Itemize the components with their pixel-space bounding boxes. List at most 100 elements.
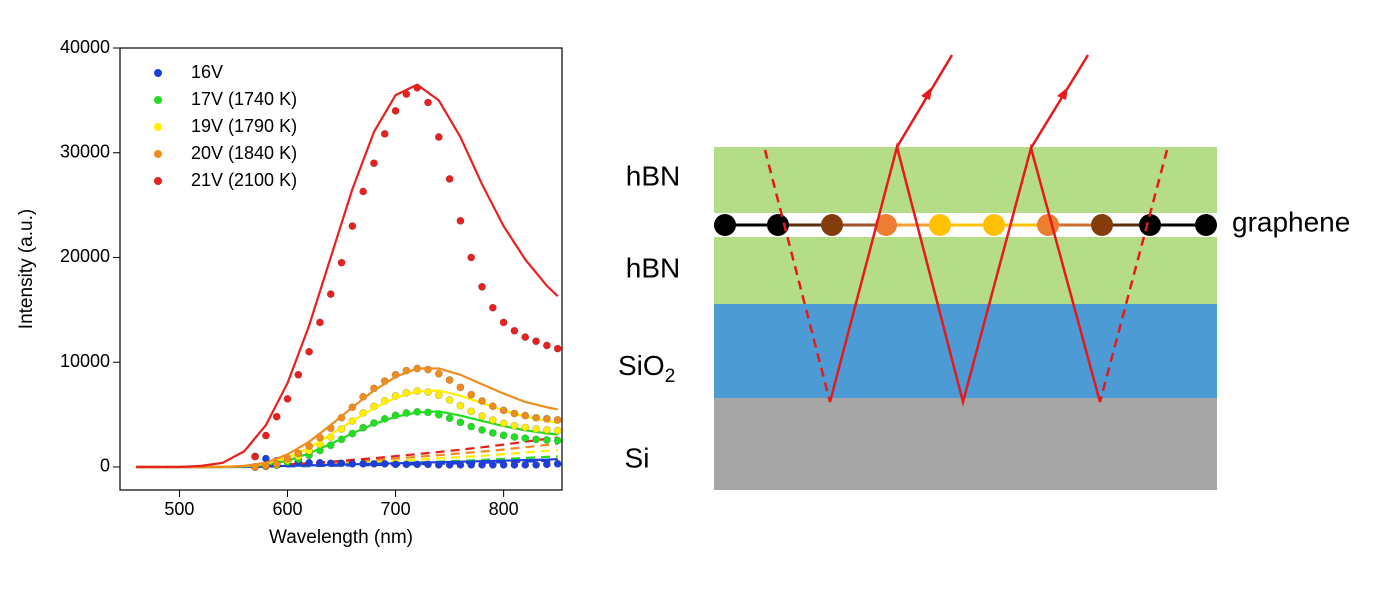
data-point: [521, 460, 530, 469]
layer-label: Si: [625, 442, 650, 473]
plot-frame: [119, 47, 563, 491]
legend-label: 21V (2100 K): [191, 170, 297, 190]
data-point: [521, 411, 530, 420]
sio2-layer: [714, 304, 1217, 398]
data-point: [521, 423, 530, 432]
legend-marker: [154, 69, 162, 77]
data-point: [467, 390, 476, 399]
data-point: [499, 318, 508, 327]
graphene-dots: [714, 214, 1217, 236]
data-point: [272, 459, 281, 468]
arrowhead: [1057, 87, 1068, 100]
data-point: [510, 326, 519, 335]
y-axis-label: Intensity (a.u.): [16, 209, 37, 329]
y-tick-label: 30000: [60, 141, 110, 161]
data-point: [488, 303, 497, 312]
data-point: [380, 129, 389, 138]
layer-label: hBN: [626, 252, 680, 283]
legend-marker: [154, 177, 162, 185]
legend-marker: [154, 123, 162, 131]
legend-label: 20V (1840 K): [191, 143, 297, 163]
data-point: [542, 436, 551, 444]
arrowhead: [921, 87, 932, 100]
reference-line: [136, 436, 558, 469]
data-point: [283, 394, 292, 403]
data-point: [542, 425, 551, 434]
data-point: [434, 133, 443, 141]
x-tick-label: 500: [164, 499, 194, 519]
data-point: [294, 370, 303, 379]
data-point: [456, 401, 465, 410]
data-point: [542, 460, 551, 469]
data-point: [251, 452, 259, 461]
data-point: [272, 412, 281, 421]
data-point: [499, 460, 508, 469]
data-point: [348, 222, 357, 230]
layer-label: hBN: [626, 160, 680, 191]
data-point: [305, 347, 314, 356]
data-point: [478, 397, 486, 405]
data-point: [499, 419, 508, 428]
data-point: [434, 391, 443, 400]
data-point: [445, 175, 454, 183]
data-point: [445, 396, 454, 404]
data-point: [532, 337, 540, 346]
x-tick-label: 600: [272, 499, 302, 519]
data-point: [499, 431, 508, 440]
data-point: [337, 258, 346, 267]
data-point: [478, 426, 486, 434]
light-rays: [763, 54, 1169, 407]
data-point: [456, 383, 465, 392]
data-point: [391, 106, 400, 115]
data-point: [402, 460, 411, 469]
data-point: [294, 449, 303, 458]
data-point: [532, 425, 540, 433]
fit-line: [136, 83, 559, 469]
data-point: [467, 422, 476, 431]
diagram: hBN hBN SiO2 Si graphene: [618, 54, 1350, 490]
data-point: [467, 253, 476, 262]
x-axis-label: Wavelength (nm): [269, 527, 413, 548]
data-point: [510, 409, 519, 418]
data-point: [326, 290, 335, 299]
data-point: [542, 414, 551, 423]
data-point: [488, 402, 497, 411]
data-point: [553, 415, 562, 424]
legend-label: 16V: [191, 62, 223, 82]
y-tick-label: 20000: [60, 246, 110, 266]
data-point: [510, 433, 519, 441]
data-point: [261, 431, 270, 440]
x-tick-label: 700: [381, 499, 411, 519]
si-layer: [714, 398, 1217, 490]
data-point: [553, 426, 562, 435]
data-point: [553, 459, 562, 468]
y-tick-label: 0: [100, 456, 110, 476]
data-point: [456, 418, 465, 427]
layer-label-sub: 2: [665, 366, 676, 387]
data-point: [478, 412, 486, 421]
legend-label: 17V (1740 K): [191, 89, 297, 109]
y-tick-label: 40000: [60, 37, 110, 57]
data-point: [532, 460, 540, 469]
data-point: [499, 406, 508, 415]
graphene-label: graphene: [1232, 206, 1350, 237]
data-point: [478, 282, 486, 291]
data-point: [488, 460, 497, 469]
data-point: [445, 376, 454, 384]
layer-label-main: SiO: [618, 350, 665, 381]
data-point: [521, 434, 530, 443]
data-point: [510, 460, 519, 469]
data-point: [521, 333, 530, 341]
data-point: [359, 187, 368, 196]
data-point: [424, 98, 432, 107]
fit-line: [136, 367, 558, 469]
data-point: [510, 421, 519, 430]
data-point: [337, 459, 346, 468]
legend-label: 19V (1790 K): [191, 116, 297, 136]
data-point: [553, 344, 562, 353]
data-point: [532, 435, 540, 444]
data-point: [456, 216, 465, 225]
data-point: [434, 369, 443, 378]
legend-marker: [154, 150, 162, 158]
